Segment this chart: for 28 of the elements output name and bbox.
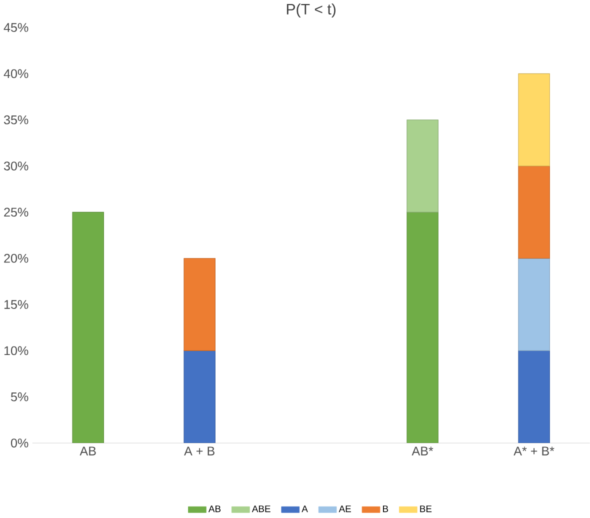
y-tick-label: 20%	[4, 254, 28, 263]
y-tick-label: 30%	[4, 162, 28, 171]
bar	[518, 166, 550, 259]
x-tick-label: AB	[80, 446, 96, 456]
y-tick-label: 45%	[4, 23, 28, 32]
x-tick-label: A + B	[184, 446, 214, 456]
chart-title: P(T < t)	[286, 4, 336, 18]
y-tick-label: 35%	[4, 115, 28, 124]
y-tick-label: 10%	[4, 346, 28, 356]
y-tick-label: 5%	[10, 392, 28, 402]
legend-label: A	[302, 506, 308, 512]
x-tick-label: A* + B*	[514, 446, 554, 456]
y-tick-label: 0%	[10, 438, 28, 448]
bar	[184, 350, 216, 444]
legend-label: AE	[338, 506, 351, 512]
bar	[518, 74, 550, 166]
y-tick-label: 25%	[4, 208, 28, 217]
y-tick-label: 40%	[4, 69, 28, 78]
y-tick-label: 15%	[4, 300, 28, 310]
legend-label: AB	[208, 506, 221, 512]
legend-label: BE	[420, 506, 432, 512]
legend-label: B	[383, 506, 388, 512]
bar	[184, 258, 216, 352]
x-tick-label: AB*	[412, 446, 434, 456]
bar	[72, 212, 104, 444]
bar	[406, 120, 438, 213]
legend-label: ABE	[252, 506, 270, 512]
bar	[518, 258, 550, 352]
